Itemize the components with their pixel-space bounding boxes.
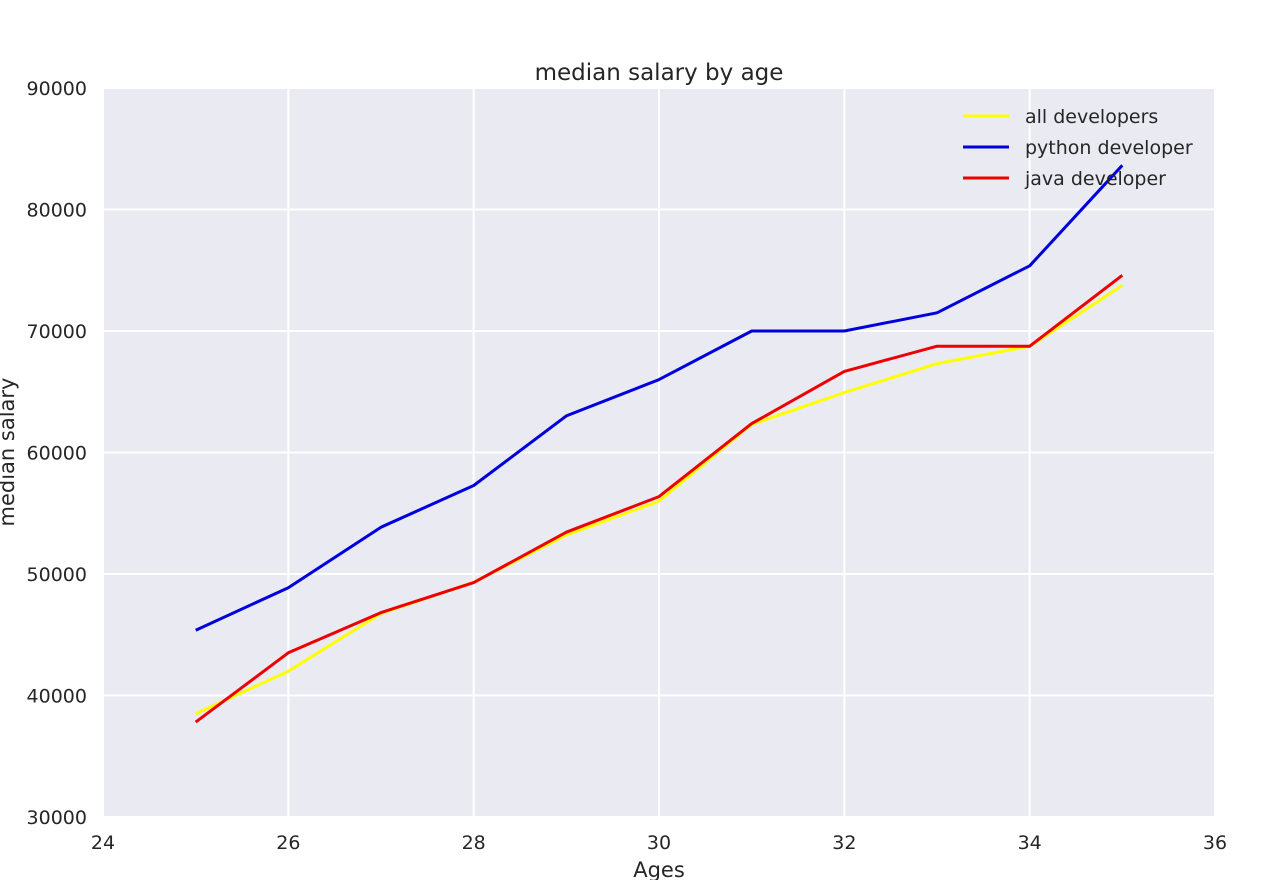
y-tick-label: 50000	[27, 564, 87, 586]
x-tick-label: 28	[462, 832, 486, 854]
y-tick-labels: 30000 40000 50000 60000 70000 80000 90000	[27, 78, 87, 829]
y-axis-label: median salary	[0, 378, 19, 527]
legend-label: java developer	[1024, 168, 1166, 190]
series-line-1	[195, 164, 1124, 632]
y-tick-label: 70000	[27, 321, 87, 343]
legend: all developers python developer java devel…	[963, 106, 1193, 190]
x-tick-label: 36	[1203, 832, 1227, 854]
x-tick-label: 26	[276, 832, 300, 854]
series-line-0	[195, 284, 1124, 716]
legend-label: all developers	[1025, 106, 1158, 128]
y-tick-label: 80000	[27, 200, 87, 222]
x-tick-label: 32	[832, 832, 856, 854]
y-tick-label: 30000	[27, 807, 87, 829]
series-lines	[194, 164, 1124, 724]
legend-label: python developer	[1025, 137, 1193, 159]
x-axis-label: Ages	[633, 858, 685, 880]
chart-title: median salary by age	[535, 60, 784, 86]
x-tick-label: 34	[1018, 832, 1042, 854]
x-tick-labels: 24 26 28 30 32 34 36	[91, 832, 1227, 854]
y-tick-label: 40000	[27, 686, 87, 708]
y-tick-label: 60000	[27, 443, 87, 465]
x-tick-label: 24	[91, 832, 115, 854]
series-line-2	[194, 274, 1124, 724]
x-tick-label: 30	[647, 832, 671, 854]
y-tick-label: 90000	[27, 78, 87, 100]
grid-lines	[102, 87, 1216, 818]
